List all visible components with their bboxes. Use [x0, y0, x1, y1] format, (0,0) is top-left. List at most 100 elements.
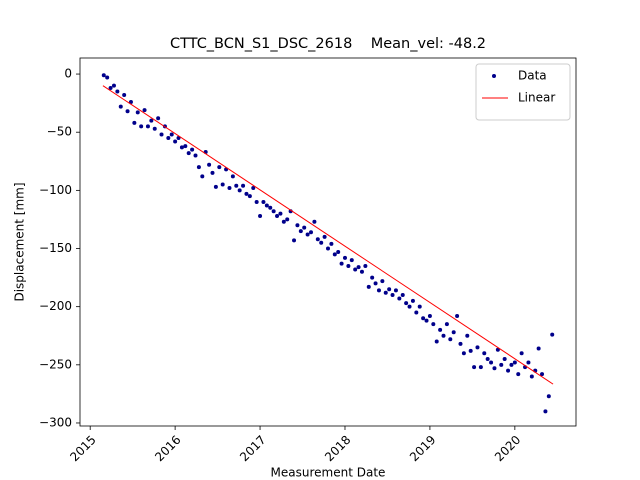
data-point [546, 394, 551, 399]
data-point [383, 290, 388, 295]
data-point [370, 275, 375, 280]
data-point [268, 205, 273, 210]
data-point [478, 365, 483, 370]
data-point [101, 73, 106, 78]
data-point [543, 409, 548, 414]
data-point [438, 327, 443, 332]
data-point [315, 237, 320, 242]
data-point [145, 124, 150, 129]
data-point [220, 182, 225, 187]
data-point [489, 360, 494, 365]
data-point [278, 211, 283, 216]
data-point [506, 368, 511, 373]
data-point [122, 92, 127, 97]
data-point [482, 351, 487, 356]
data-point [169, 132, 174, 137]
data-point [309, 230, 314, 235]
data-point [451, 330, 456, 335]
data-point [387, 287, 392, 292]
data-point [149, 118, 154, 123]
data-point [312, 219, 317, 224]
data-point [237, 188, 242, 193]
data-point [241, 183, 246, 188]
data-point [108, 86, 113, 91]
data-point [210, 170, 215, 175]
data-point [380, 279, 385, 284]
data-point [424, 318, 429, 323]
y-tick-label: −150 [39, 241, 72, 255]
y-tick-label: −250 [39, 357, 72, 371]
data-point [349, 258, 354, 263]
data-point [230, 174, 235, 179]
data-point [295, 223, 300, 228]
data-point [319, 240, 324, 245]
data-point [404, 301, 409, 306]
data-point [135, 110, 140, 115]
data-point [128, 99, 133, 104]
data-point [448, 337, 453, 342]
legend-swatch [492, 74, 496, 78]
data-point [353, 267, 358, 272]
data-point [152, 126, 157, 131]
data-point [183, 144, 188, 149]
data-point [292, 238, 297, 243]
data-point [326, 246, 330, 251]
data-point [519, 351, 524, 356]
data-point [516, 372, 521, 377]
data-point [196, 165, 201, 170]
data-point [526, 360, 531, 365]
data-point [179, 145, 184, 150]
data-point [407, 304, 412, 309]
data-point [302, 225, 307, 230]
data-point [390, 293, 395, 298]
data-point [264, 203, 269, 208]
data-point [536, 346, 541, 351]
data-point [339, 261, 344, 266]
data-point [200, 174, 205, 179]
data-point [105, 75, 110, 80]
data-point [475, 345, 480, 350]
data-point [281, 219, 286, 224]
data-point [125, 109, 130, 114]
data-point [156, 116, 161, 121]
data-point [465, 333, 470, 338]
data-point [227, 186, 232, 191]
data-point [118, 104, 123, 109]
data-point [472, 365, 477, 370]
data-point [414, 310, 419, 315]
data-point [166, 136, 171, 141]
data-point [247, 194, 252, 199]
data-point [499, 362, 504, 367]
data-point [190, 147, 195, 152]
data-point [213, 184, 218, 189]
data-point [322, 234, 327, 239]
data-point [455, 313, 460, 318]
data-point [373, 281, 378, 286]
data-point [132, 120, 137, 125]
data-point [376, 288, 381, 293]
data-point [254, 199, 259, 204]
plot-frame [79, 57, 577, 427]
data-point [397, 296, 402, 301]
y-tick-label: −200 [39, 299, 72, 313]
data-point [305, 232, 310, 237]
data-point [139, 124, 144, 129]
data-point [509, 362, 514, 367]
chart-title: CTTC_BCN_S1_DSC_2618 Mean_vel: -48.2 [170, 36, 486, 52]
data-point [111, 83, 116, 88]
data-point [271, 209, 276, 214]
data-point [173, 139, 178, 144]
fit-line [102, 85, 554, 385]
data-point [251, 186, 256, 191]
data-point [217, 165, 222, 170]
data-point [540, 372, 545, 377]
legend-label: Data [518, 69, 547, 83]
data-point [393, 288, 398, 293]
data-point [431, 322, 436, 327]
data-point [186, 151, 191, 156]
data-point [417, 304, 422, 309]
data-point [502, 357, 507, 362]
data-point [159, 132, 164, 137]
data-point [410, 298, 415, 303]
y-axis-label: Displacement [mm] [13, 182, 27, 301]
